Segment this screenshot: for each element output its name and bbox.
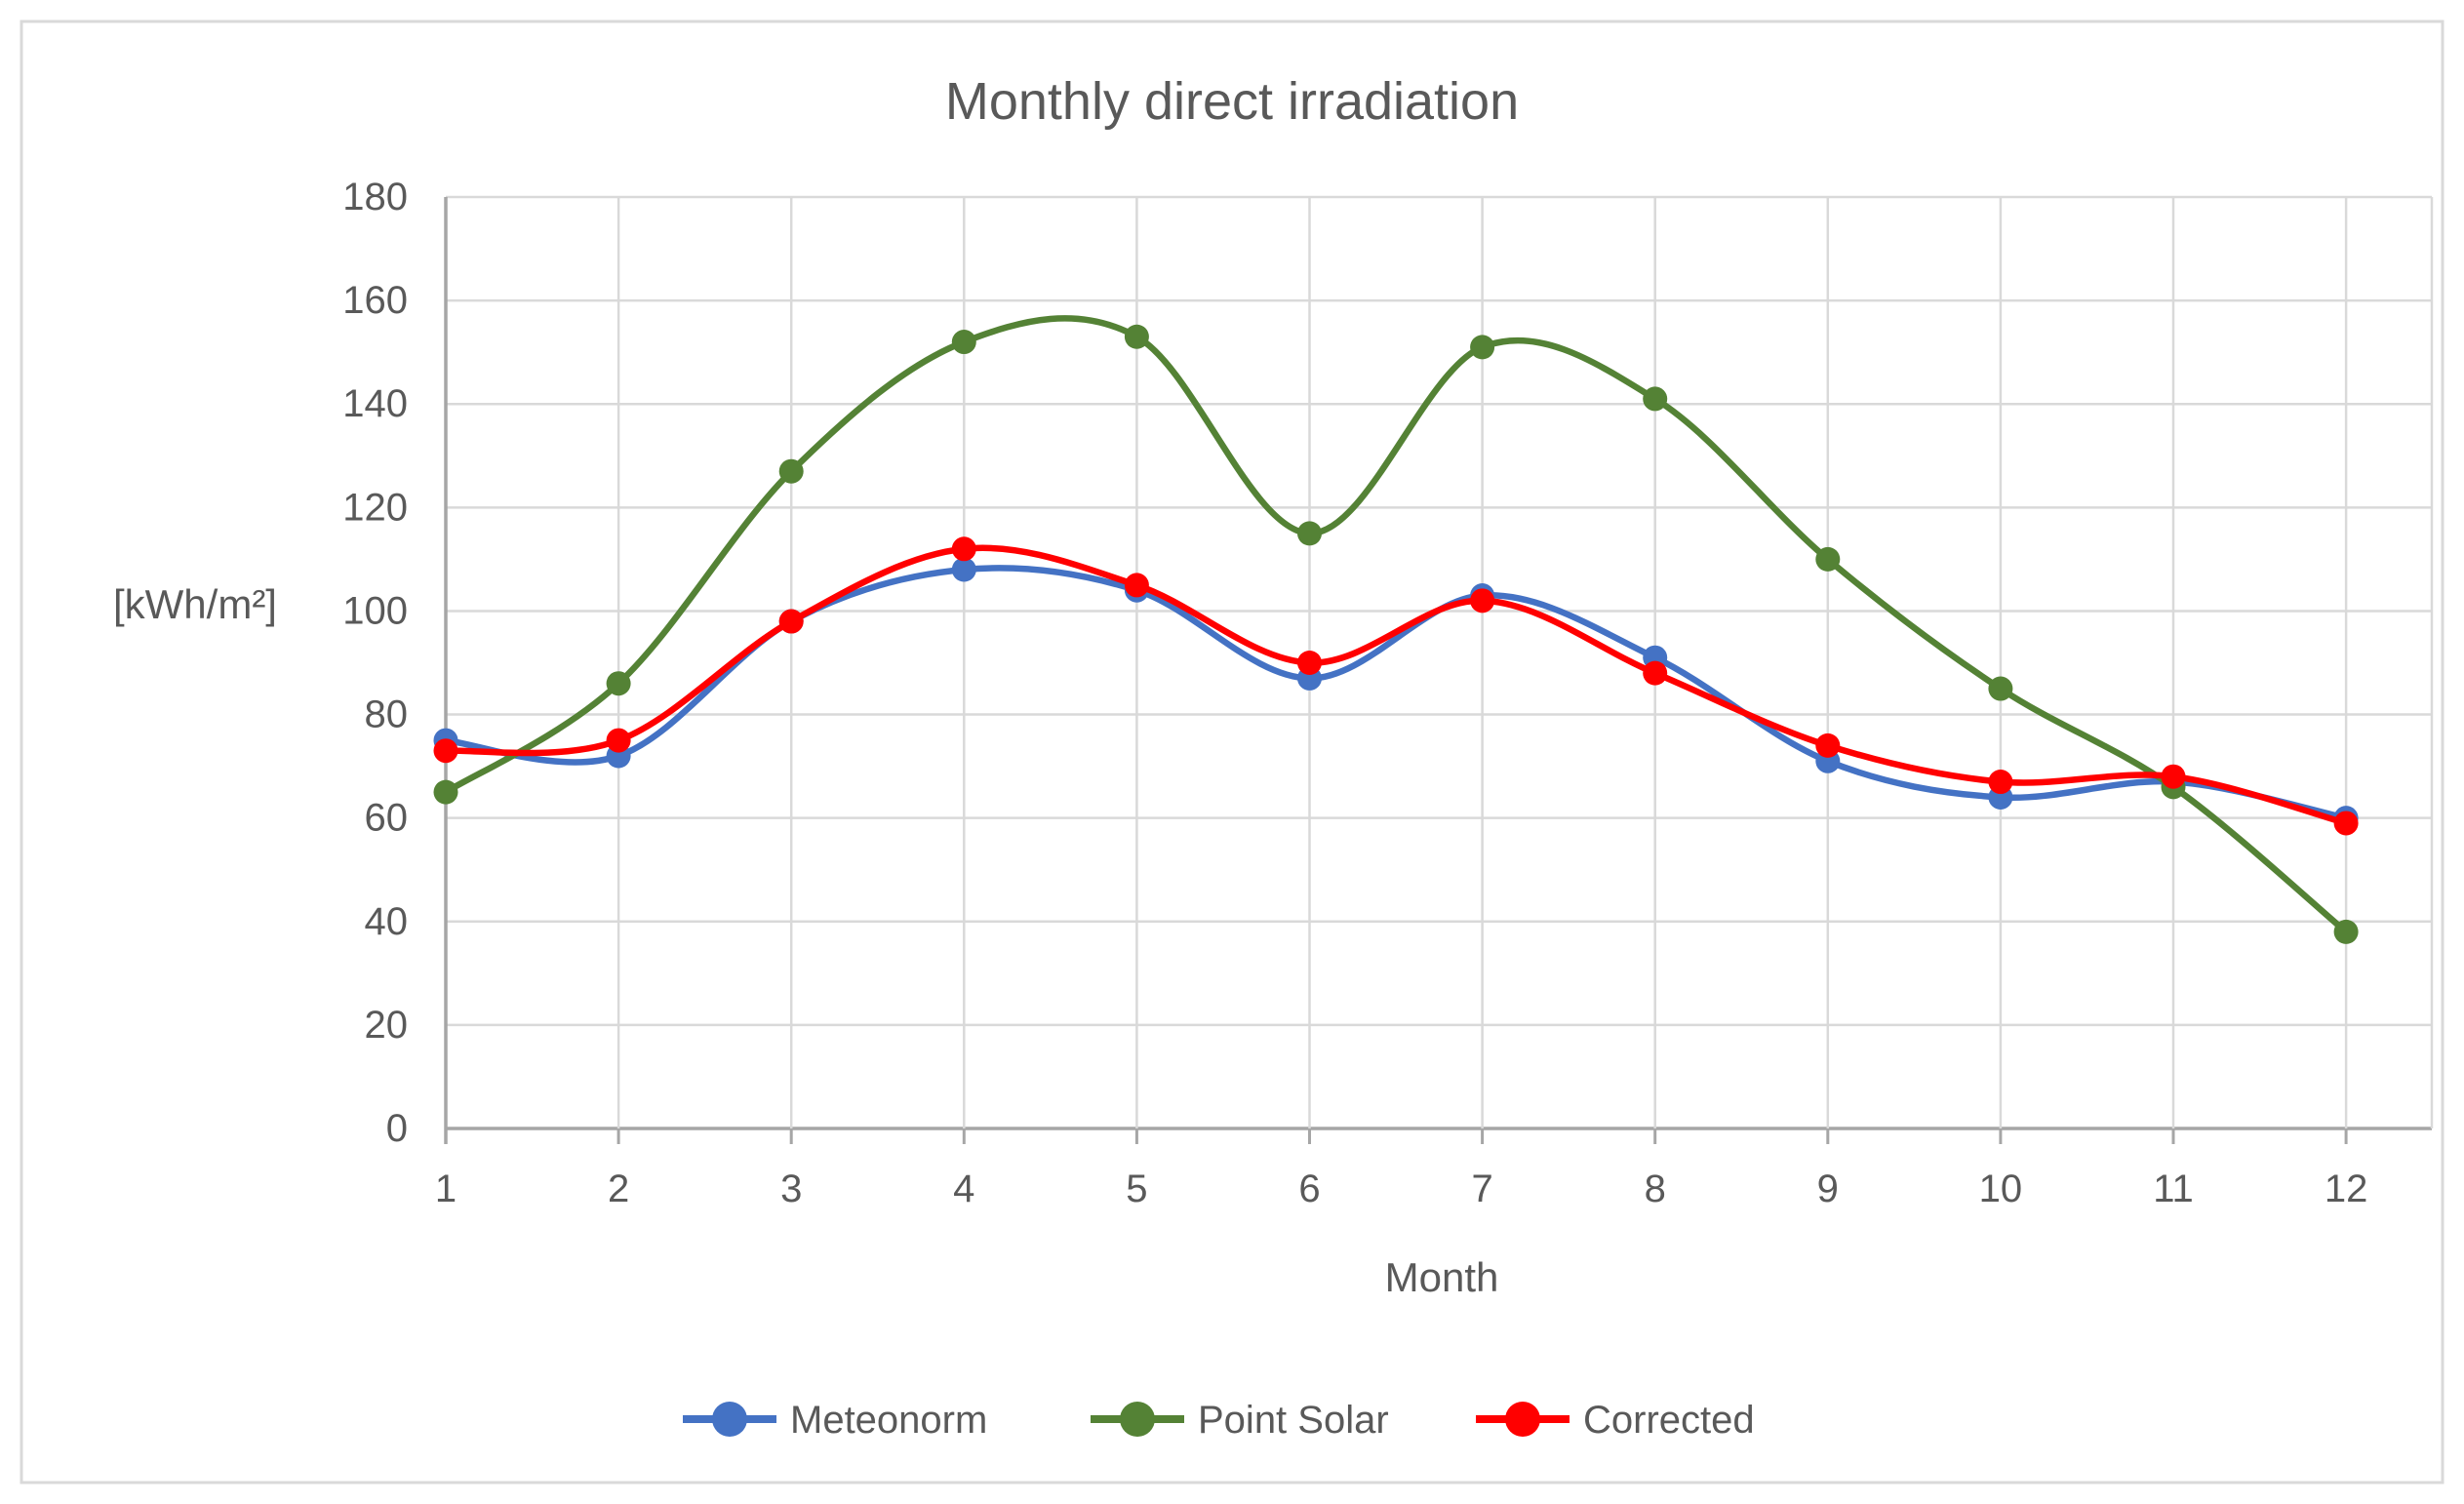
x-tick-label: 12 <box>2325 1168 2368 1210</box>
chart-title: Monthly direct irradiation <box>945 72 1519 131</box>
data-point-point-solar-8 <box>1643 386 1668 412</box>
data-point-point-solar-10 <box>1988 676 2013 701</box>
legend-label: Corrected <box>1583 1399 1755 1442</box>
legend-label: Point Solar <box>1198 1399 1389 1442</box>
y-tick-label: 160 <box>342 279 408 322</box>
data-point-point-solar-1 <box>433 779 458 805</box>
x-tick-label: 10 <box>1979 1168 2023 1210</box>
data-point-point-solar-12 <box>2333 919 2359 944</box>
x-tick-label: 11 <box>2153 1168 2194 1210</box>
x-tick-label: 5 <box>1126 1168 1147 1210</box>
x-tick-label: 9 <box>1817 1168 1839 1210</box>
data-point-point-solar-2 <box>606 671 631 696</box>
x-tick-label: 3 <box>780 1168 802 1210</box>
x-tick-label: 8 <box>1645 1168 1666 1210</box>
y-tick-label: 180 <box>342 176 408 218</box>
y-tick-label: 80 <box>365 693 409 736</box>
legend-item-point-solar: Point Solar <box>1091 1399 1389 1442</box>
data-point-corrected-5 <box>1124 573 1149 598</box>
x-tick-label: 6 <box>1298 1168 1320 1210</box>
data-point-point-solar-4 <box>951 330 976 355</box>
data-point-point-solar-3 <box>778 458 804 484</box>
legend-marker-dot <box>712 1402 747 1437</box>
y-tick-label: 100 <box>342 589 408 632</box>
data-point-corrected-8 <box>1643 660 1668 686</box>
data-point-meteonorm-4 <box>951 557 976 582</box>
data-point-point-solar-7 <box>1470 335 1495 360</box>
data-point-corrected-9 <box>1815 732 1841 758</box>
legend-marker-dot <box>1120 1402 1155 1437</box>
y-tick-label: 60 <box>365 797 409 840</box>
data-point-corrected-12 <box>2333 811 2359 836</box>
x-tick-label: 7 <box>1471 1168 1492 1210</box>
x-tick-label: 2 <box>608 1168 629 1210</box>
legend-marker-dot <box>1505 1402 1540 1437</box>
legend-label: Meteonorm <box>790 1399 987 1442</box>
legend-item-corrected: Corrected <box>1476 1399 1755 1442</box>
series-line-point-solar <box>442 315 2350 935</box>
x-tick-label: 4 <box>953 1168 974 1210</box>
y-tick-label: 20 <box>365 1004 409 1047</box>
data-point-point-solar-9 <box>1815 546 1841 572</box>
data-point-corrected-3 <box>778 609 804 634</box>
legend-group: Meteonorm Point Solar Corrected <box>683 1399 1755 1442</box>
data-point-corrected-2 <box>606 728 631 753</box>
series-line-corrected <box>442 544 2350 827</box>
data-point-corrected-11 <box>2161 764 2186 789</box>
data-point-corrected-7 <box>1470 588 1495 613</box>
y-tick-label: 140 <box>342 382 408 425</box>
y-tick-label: 40 <box>365 900 409 943</box>
data-point-corrected-4 <box>951 536 976 562</box>
data-point-corrected-10 <box>1988 770 2013 795</box>
data-point-point-solar-6 <box>1297 521 1322 546</box>
chart-border <box>20 20 2444 1484</box>
y-tick-label: 0 <box>386 1107 408 1150</box>
data-point-point-solar-5 <box>1124 324 1149 349</box>
y-tick-label: 120 <box>342 486 408 529</box>
x-tick-label: 1 <box>435 1168 457 1210</box>
x-tick-labels-group: 1 2 3 4 5 6 7 8 9 10 11 12 <box>435 1168 2367 1210</box>
legend-item-meteonorm: Meteonorm <box>683 1399 987 1442</box>
x-axis-title: Month <box>1385 1254 1499 1300</box>
data-point-corrected-6 <box>1297 651 1322 675</box>
data-point-corrected-1 <box>433 738 458 764</box>
y-tick-labels-group: 0 20 40 60 80 100 120 140 160 180 <box>342 176 408 1150</box>
series-group <box>433 315 2359 944</box>
y-axis-title: [kWh/m²] <box>113 581 277 627</box>
axis-ticks-group <box>616 1128 2348 1144</box>
